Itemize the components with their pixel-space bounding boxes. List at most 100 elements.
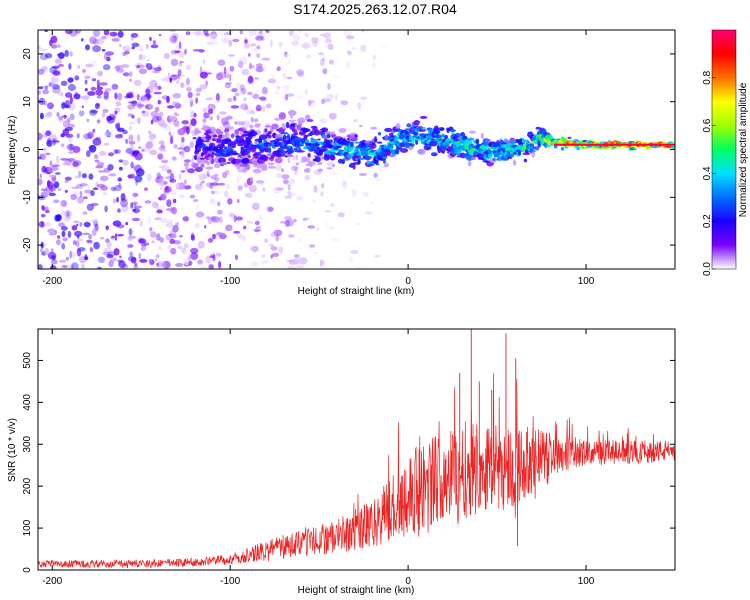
- noise-blob: [54, 58, 62, 64]
- ridge-blob: [260, 165, 268, 172]
- ridge-blob: [220, 161, 228, 166]
- ridge-blob: [224, 146, 228, 150]
- noise-blob: [96, 95, 102, 99]
- noise-blob: [172, 93, 182, 99]
- ridge-blob: [337, 158, 343, 164]
- colorbar-tick-label: 0.6: [702, 118, 713, 132]
- noise-blob: [48, 192, 56, 197]
- noise-blob: [289, 192, 296, 197]
- noise-blob: [192, 48, 202, 52]
- y-tick-label: -10: [22, 190, 33, 205]
- ridge-blob: [249, 124, 254, 129]
- noise-blob: [278, 246, 284, 255]
- ridge-blob: [373, 172, 378, 178]
- ridge-blob: [213, 174, 219, 177]
- x-tick-label: 100: [578, 576, 595, 587]
- noise-blob: [118, 44, 122, 47]
- noise-blob: [227, 198, 233, 205]
- noise-blob: [132, 208, 136, 212]
- noise-blob: [115, 123, 119, 130]
- noise-blob: [115, 134, 124, 139]
- noise-blob: [224, 190, 229, 198]
- noise-blob: [215, 93, 220, 101]
- noise-blob: [247, 91, 253, 95]
- ridge-blob: [199, 157, 205, 160]
- noise-blob: [60, 158, 69, 161]
- spectrogram-marks: [38, 30, 675, 269]
- noise-blob: [89, 218, 99, 223]
- ridge-blob: [305, 139, 310, 144]
- noise-blob: [181, 128, 184, 133]
- noise-blob: [249, 176, 254, 183]
- noise-blob: [160, 186, 163, 191]
- noise-blob: [153, 67, 162, 72]
- ridge-blob: [224, 127, 230, 133]
- ridge-blob: [395, 123, 401, 129]
- noise-blob: [181, 149, 185, 157]
- noise-blob: [260, 254, 267, 259]
- noise-blob: [169, 178, 177, 183]
- noise-blob: [243, 182, 249, 188]
- noise-blob: [195, 211, 205, 218]
- noise-blob: [171, 74, 179, 77]
- noise-blob: [108, 260, 114, 268]
- noise-blob: [246, 108, 251, 115]
- noise-blob: [58, 259, 66, 263]
- ridge-blob: [523, 158, 528, 163]
- noise-blob: [313, 169, 323, 176]
- ridge-blob: [317, 161, 323, 166]
- ridge-blob: [567, 136, 572, 139]
- noise-blob: [239, 30, 243, 35]
- noise-blob: [137, 54, 147, 60]
- noise-blob: [252, 168, 262, 174]
- noise-blob: [47, 181, 54, 189]
- noise-blob: [324, 38, 332, 44]
- noise-blob: [323, 32, 331, 39]
- noise-blob: [99, 175, 109, 182]
- noise-blob: [65, 133, 74, 138]
- ridge-blob: [281, 122, 286, 130]
- noise-blob: [62, 162, 67, 166]
- noise-blob: [133, 79, 142, 87]
- noise-blob: [168, 233, 172, 237]
- ridge-blob: [404, 131, 410, 135]
- ridge-blob: [196, 130, 201, 134]
- noise-blob: [270, 246, 278, 251]
- noise-blob: [320, 190, 324, 197]
- noise-blob: [345, 60, 351, 69]
- noise-blob: [256, 44, 260, 49]
- noise-blob: [228, 39, 233, 47]
- noise-blob: [190, 118, 197, 126]
- noise-blob: [103, 52, 110, 61]
- noise-blob: [298, 30, 302, 34]
- noise-blob: [56, 155, 60, 164]
- noise-blob: [215, 252, 222, 257]
- ridge-blob: [264, 125, 272, 128]
- noise-blob: [238, 90, 243, 95]
- ridge-blob: [241, 168, 248, 173]
- ridge-blob: [376, 141, 383, 144]
- noise-blob: [148, 133, 157, 140]
- noise-blob: [141, 149, 145, 152]
- ridge-blob: [430, 152, 438, 157]
- noise-blob: [275, 173, 283, 179]
- noise-blob: [130, 257, 137, 264]
- noise-blob: [208, 264, 214, 269]
- ridge-blob: [359, 124, 363, 128]
- noise-blob: [135, 168, 145, 177]
- noise-blob: [169, 77, 172, 82]
- ridge-blob: [285, 121, 290, 129]
- noise-blob: [179, 60, 185, 64]
- ridge-blob: [332, 130, 335, 136]
- ridge-blob: [338, 128, 347, 133]
- noise-blob: [147, 216, 152, 224]
- noise-blob: [208, 108, 214, 115]
- ridge-blob: [330, 154, 336, 161]
- noise-blob: [154, 106, 160, 112]
- snr-frame: [37, 328, 676, 571]
- noise-blob: [321, 98, 326, 105]
- noise-blob: [64, 189, 69, 193]
- noise-blob: [68, 151, 74, 154]
- ridge-blob: [467, 160, 472, 167]
- ridge-blob: [358, 173, 368, 176]
